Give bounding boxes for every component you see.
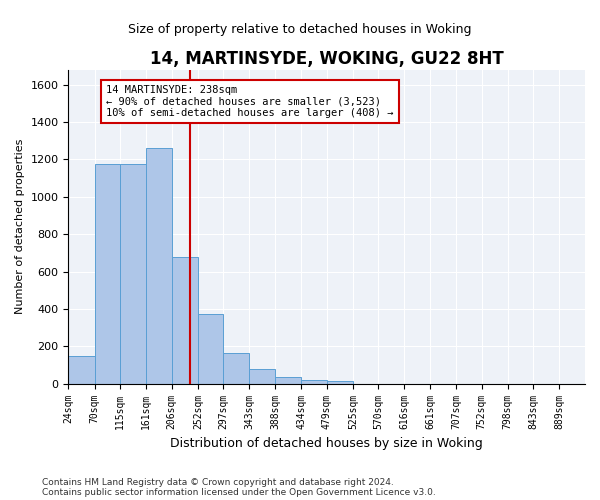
- Title: 14, MARTINSYDE, WOKING, GU22 8HT: 14, MARTINSYDE, WOKING, GU22 8HT: [150, 50, 503, 68]
- Bar: [95, 164, 120, 384]
- Bar: [198, 314, 223, 384]
- Bar: [327, 381, 353, 384]
- Bar: [250, 368, 275, 384]
- Bar: [68, 356, 95, 384]
- Text: Contains HM Land Registry data © Crown copyright and database right 2024.
Contai: Contains HM Land Registry data © Crown c…: [42, 478, 436, 497]
- Bar: [301, 380, 327, 384]
- Text: 14 MARTINSYDE: 238sqm
← 90% of detached houses are smaller (3,523)
10% of semi-d: 14 MARTINSYDE: 238sqm ← 90% of detached …: [106, 84, 394, 118]
- Bar: [172, 256, 198, 384]
- Y-axis label: Number of detached properties: Number of detached properties: [15, 139, 25, 314]
- Bar: [275, 377, 301, 384]
- Bar: [120, 164, 146, 384]
- X-axis label: Distribution of detached houses by size in Woking: Distribution of detached houses by size …: [170, 437, 483, 450]
- Bar: [146, 148, 172, 384]
- Text: Size of property relative to detached houses in Woking: Size of property relative to detached ho…: [128, 22, 472, 36]
- Bar: [223, 353, 250, 384]
